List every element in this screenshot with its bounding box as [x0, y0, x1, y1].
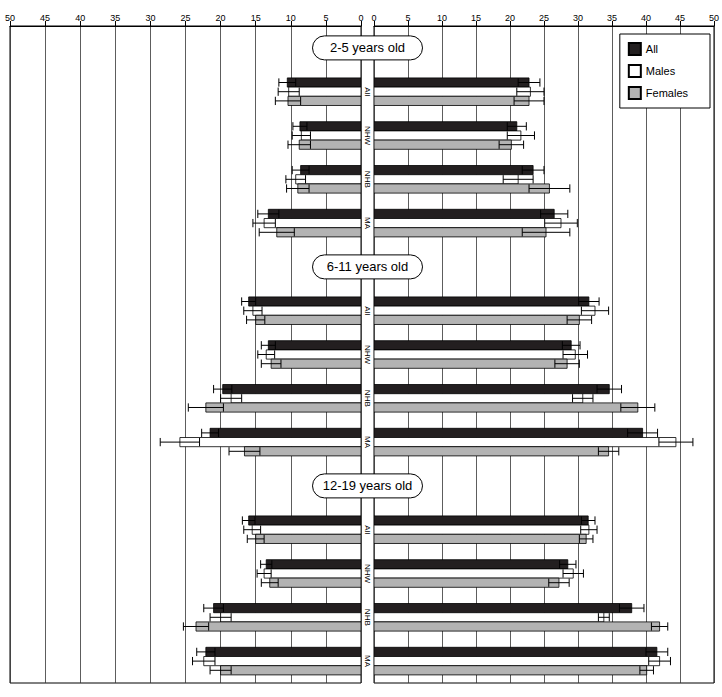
svg-text:25: 25 [539, 13, 549, 23]
svg-text:20: 20 [216, 13, 226, 23]
svg-text:30: 30 [573, 13, 583, 23]
svg-text:40: 40 [641, 13, 651, 23]
svg-text:All: All [363, 306, 372, 315]
svg-text:12-19 years old: 12-19 years old [323, 478, 413, 493]
svg-text:2-5 years old: 2-5 years old [330, 40, 405, 55]
svg-text:45: 45 [40, 13, 50, 23]
svg-text:MA: MA [363, 436, 372, 449]
svg-text:30: 30 [145, 13, 155, 23]
svg-text:All: All [363, 525, 372, 534]
svg-text:NHW: NHW [363, 345, 372, 365]
svg-text:15: 15 [251, 13, 261, 23]
svg-text:5: 5 [323, 13, 328, 23]
svg-text:35: 35 [607, 13, 617, 23]
svg-text:35: 35 [110, 13, 120, 23]
svg-text:NHB: NHB [363, 390, 372, 407]
svg-text:20: 20 [505, 13, 515, 23]
svg-text:MA: MA [363, 217, 372, 230]
svg-text:10: 10 [437, 13, 447, 23]
svg-text:MA: MA [363, 655, 372, 668]
svg-text:50: 50 [5, 13, 15, 23]
svg-text:45: 45 [675, 13, 685, 23]
svg-text:10: 10 [286, 13, 296, 23]
svg-text:0: 0 [358, 13, 363, 23]
svg-text:50: 50 [709, 13, 719, 23]
svg-text:15: 15 [471, 13, 481, 23]
svg-text:NHB: NHB [363, 171, 372, 188]
svg-text:All: All [363, 87, 372, 96]
svg-text:5: 5 [405, 13, 410, 23]
svg-text:Females: Females [646, 87, 689, 99]
svg-text:NHB: NHB [363, 609, 372, 626]
svg-text:All: All [646, 43, 658, 55]
svg-text:0: 0 [371, 13, 376, 23]
svg-text:25: 25 [180, 13, 190, 23]
svg-text:NHW: NHW [363, 564, 372, 584]
svg-text:40: 40 [75, 13, 85, 23]
svg-text:Males: Males [646, 65, 676, 77]
svg-text:NHW: NHW [363, 126, 372, 146]
svg-text:6-11 years old: 6-11 years old [327, 259, 408, 274]
